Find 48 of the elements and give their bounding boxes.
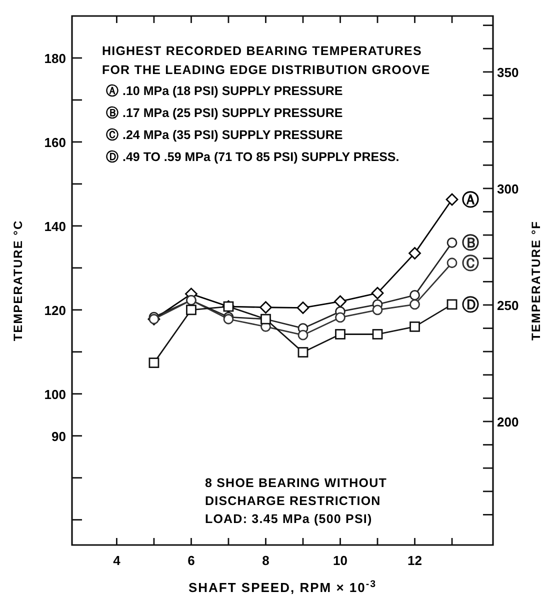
point xyxy=(408,247,421,260)
y2-tick-label: 200 xyxy=(497,414,519,430)
annotation: Ⓒ .24 MPa (35 PSI) SUPPLY PRESSURE xyxy=(106,127,343,142)
point xyxy=(446,193,458,206)
point xyxy=(371,286,384,300)
y-axis-title: TEMPERATURE °C xyxy=(11,220,25,342)
point xyxy=(446,299,458,310)
point xyxy=(298,330,308,340)
point xyxy=(410,290,420,300)
y2-tick-label: 250 xyxy=(497,298,519,313)
y-tick-label: 180 xyxy=(44,50,66,66)
x-axis-title: SHAFT SPEED, RPM × 10$^{-3}$ xyxy=(188,578,377,595)
point xyxy=(334,295,346,308)
point xyxy=(148,358,160,368)
point xyxy=(446,238,458,248)
series-label: Ⓐ xyxy=(462,190,480,210)
y-tick-label: 140 xyxy=(44,218,66,234)
y-tick-label: 160 xyxy=(44,134,66,150)
annotation: Ⓐ .10 MPa (18 PSI) SUPPLY PRESSURE xyxy=(106,83,343,98)
point xyxy=(335,329,346,340)
y-tick-label: 120 xyxy=(44,302,66,318)
y2-tick-label: 300 xyxy=(497,181,519,196)
point xyxy=(372,329,383,340)
y-tick-label: 90 xyxy=(52,428,66,444)
y2-tick-label: 350 xyxy=(497,64,519,80)
annotation: Ⓑ .17 MPa (25 PSI) SUPPLY PRESSURE xyxy=(106,105,343,120)
series-label: Ⓒ xyxy=(462,254,480,273)
point xyxy=(335,312,346,323)
point xyxy=(446,258,458,268)
point xyxy=(260,301,272,314)
x-tick-label: 12 xyxy=(408,553,422,568)
text: HIGHEST RECORDED BEARING TEMPERATURES FOR THE LEADING EDGE DISTRIBUTION GROOVE xyxy=(102,44,430,77)
annotation: 8 SHOE BEARING WITHOUT DISCHARGE RESTRICTION LOAD: 3.45 MPa (500 PSI) xyxy=(205,476,387,526)
series-label: Ⓑ xyxy=(462,234,480,253)
point xyxy=(296,302,310,314)
point xyxy=(298,347,308,358)
point xyxy=(186,304,196,316)
x-tick-label: 6 xyxy=(188,553,195,568)
point xyxy=(372,304,383,316)
y2-axis-title: TEMPERATURE °F xyxy=(529,220,543,340)
point xyxy=(410,299,420,310)
series-label: Ⓓ xyxy=(462,295,480,314)
annotation: Ⓓ .49 TO .59 MPa (71 TO 85 PSI) SUPPLY PRESS. xyxy=(106,149,400,164)
point xyxy=(410,321,420,332)
x-tick-label: 4 xyxy=(113,553,122,568)
x-tick-label: 10 xyxy=(333,553,348,568)
x-tick-label: 8 xyxy=(262,553,270,568)
y-tick-label: 100 xyxy=(44,386,66,402)
